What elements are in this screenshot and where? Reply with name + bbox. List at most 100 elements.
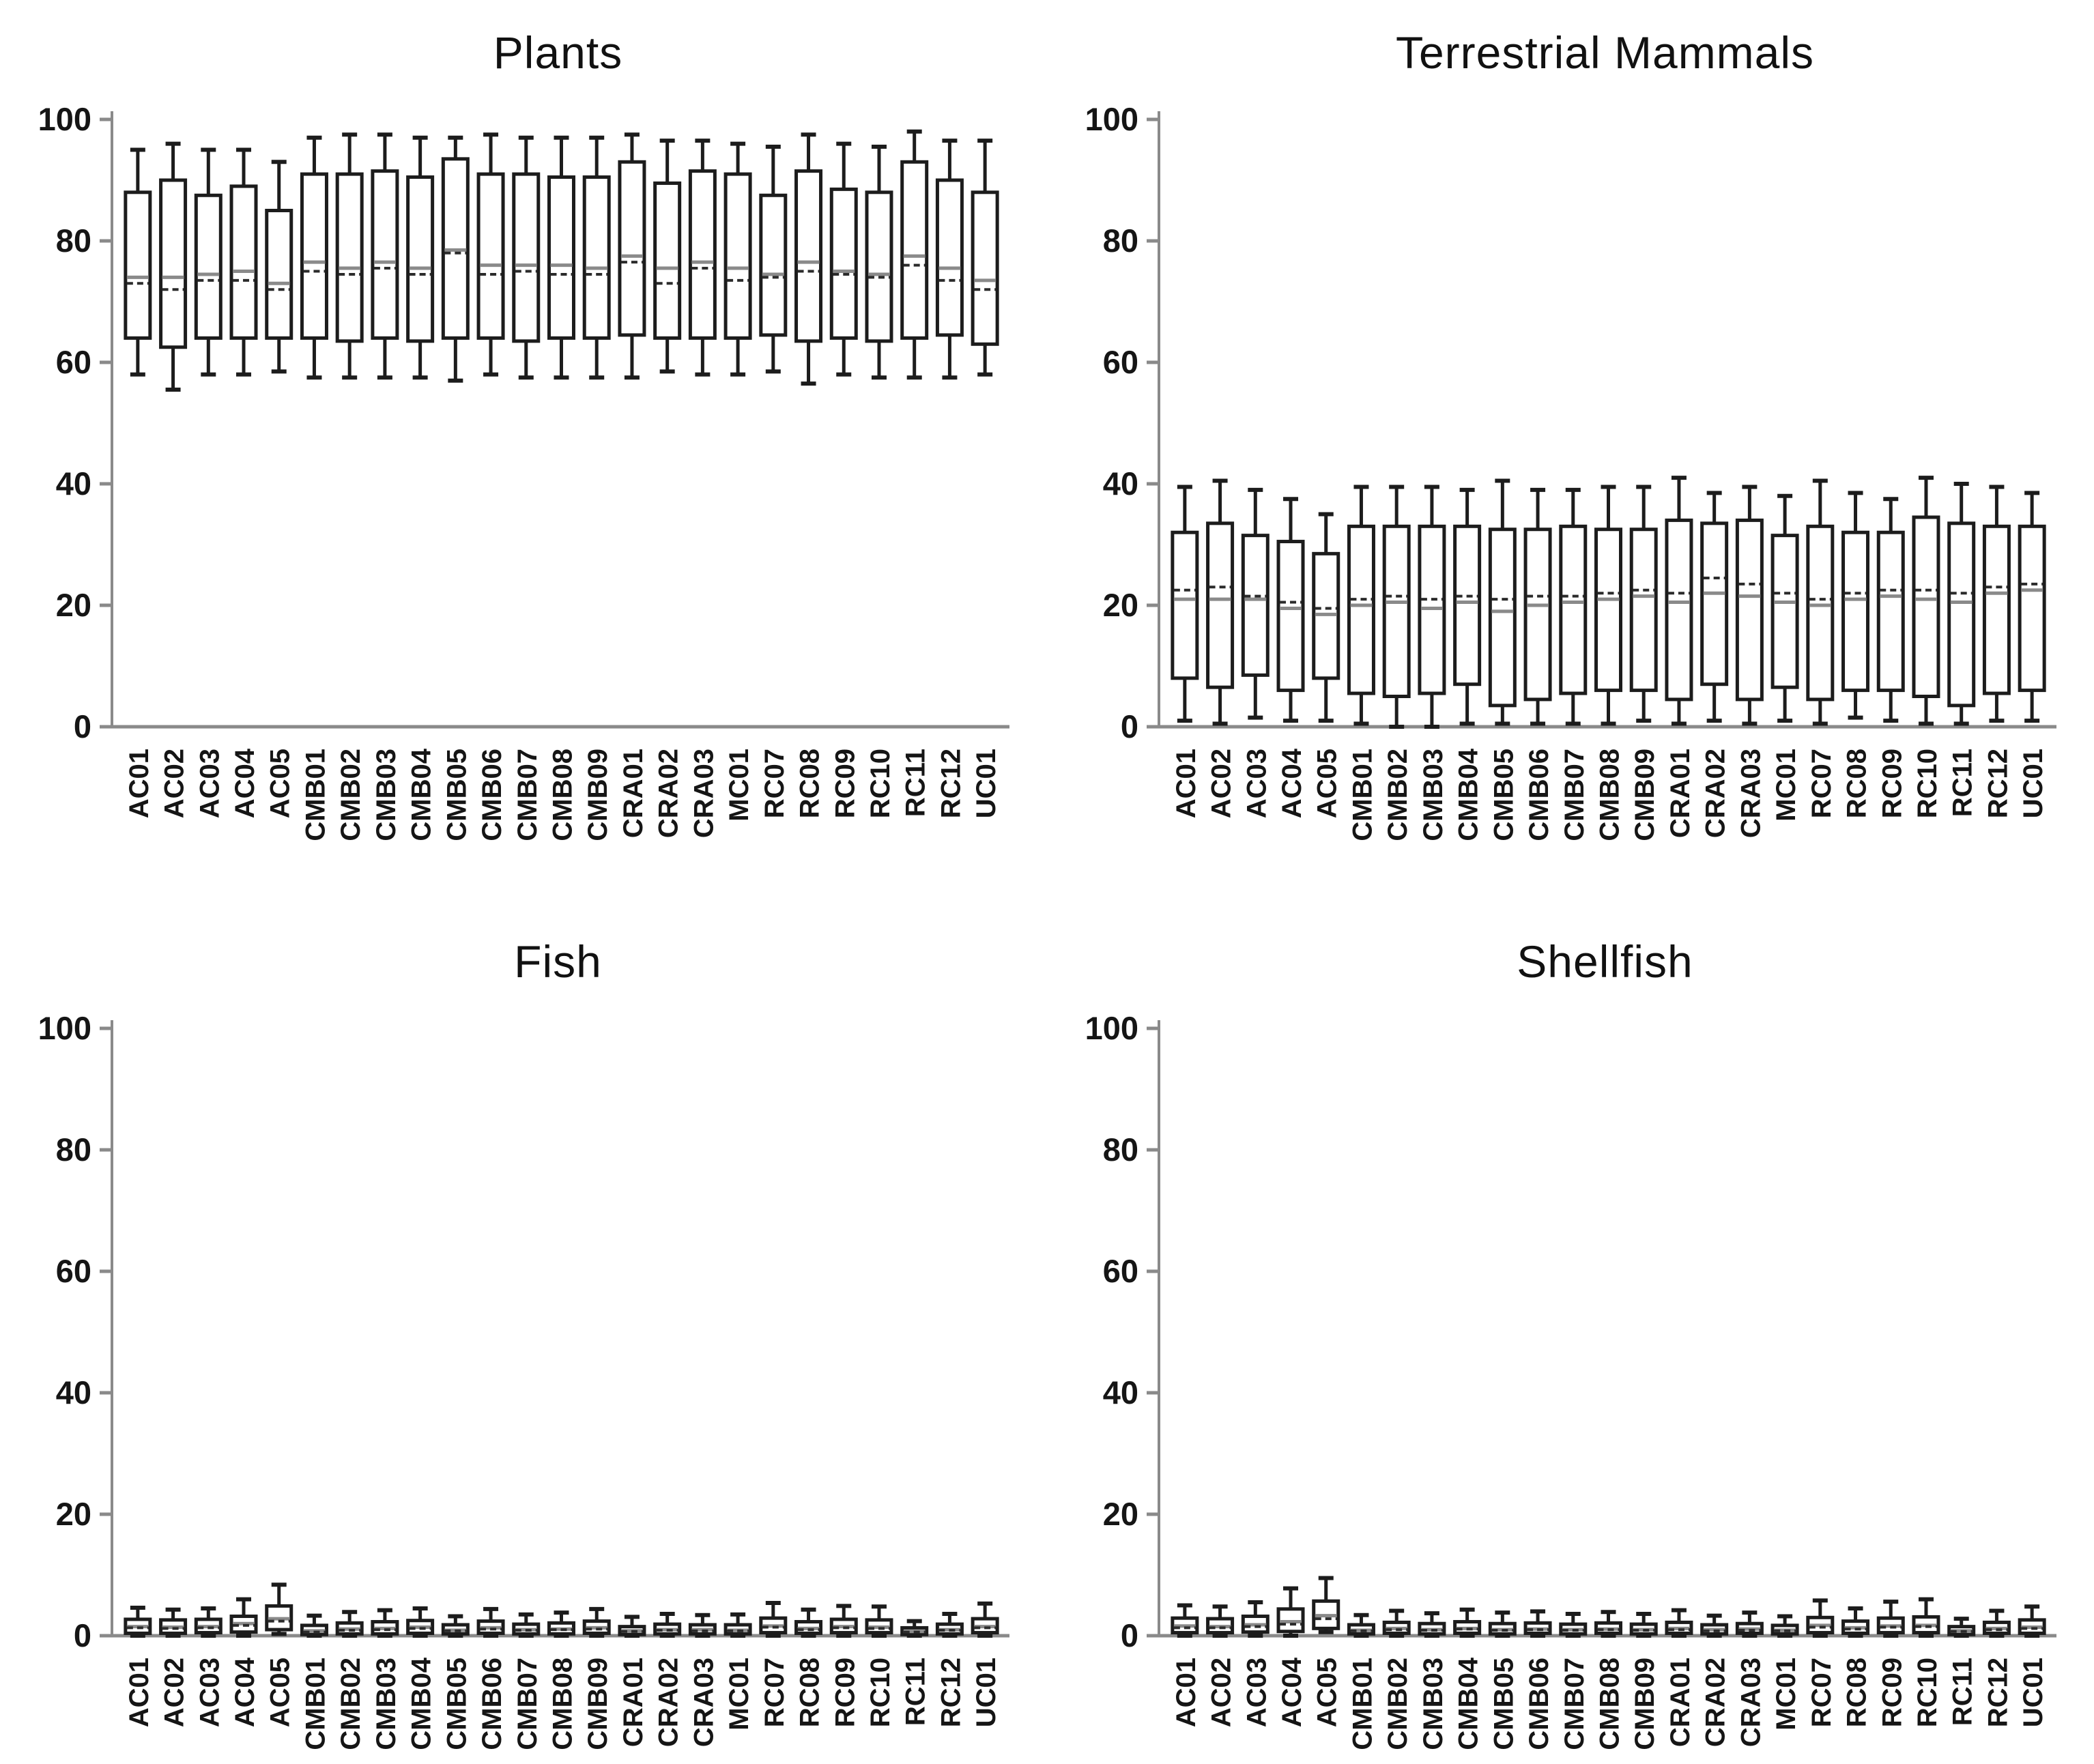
boxplot-UC01: UC01 <box>971 1601 1001 1727</box>
x-category-label: AC03 <box>195 749 225 818</box>
boxplot-RC08: RC08 <box>1841 1606 1872 1727</box>
x-category-label: CMB02 <box>336 749 366 841</box>
boxplot-RC09: RC09 <box>829 1604 860 1727</box>
iqr-box <box>1841 530 1870 693</box>
y-tick-label: 40 <box>56 465 91 502</box>
x-category-label: AC04 <box>230 1657 260 1727</box>
x-category-label: RC12 <box>1983 1658 2013 1727</box>
iqr-box <box>1735 518 1764 702</box>
x-category-label: AC02 <box>160 1658 190 1727</box>
boxplot-AC02: AC02 <box>1206 478 1237 818</box>
x-category-label: AC03 <box>195 1658 225 1727</box>
y-tick-label: 40 <box>1103 465 1138 502</box>
iqr-box <box>1912 515 1940 698</box>
x-category-label: AC04 <box>1277 748 1307 818</box>
iqr-box <box>1171 530 1199 680</box>
boxplot-CMB02: CMB02 <box>1382 1608 1413 1750</box>
x-category-label: CMB09 <box>1630 1658 1660 1750</box>
iqr-box <box>935 178 964 337</box>
boxplot-AC04: AC04 <box>1276 1586 1307 1727</box>
boxplot-CRA03: CRA03 <box>1735 1610 1766 1747</box>
x-category-label: CRA02 <box>1701 749 1731 838</box>
x-category-label: RC10 <box>865 1658 895 1727</box>
boxplot-RC07: RC07 <box>1806 478 1837 818</box>
x-category-label: AC05 <box>266 749 296 818</box>
boxplot-AC01: AC01 <box>124 147 154 818</box>
boxplot-RC11: RC11 <box>1947 1617 1978 1726</box>
boxplot-RC08: RC08 <box>794 1607 825 1727</box>
x-category-label: RC12 <box>936 1658 966 1727</box>
x-category-label: CMB08 <box>1595 1658 1625 1750</box>
boxplot-CMB05: CMB05 <box>1488 478 1519 841</box>
panel-fish: Fish 0 20 40 60 80 100 AC01 AC02 AC03 AC04 AC05 CMB… <box>0 882 1047 1764</box>
boxplot-CRA03: CRA03 <box>688 139 719 838</box>
boxplot-AC01: AC01 <box>1171 485 1201 818</box>
boxplot-CMB02: CMB02 <box>335 1610 366 1750</box>
chart-title-plants: Plants <box>493 27 623 78</box>
iqr-box <box>794 169 823 343</box>
y-tick-label: 80 <box>56 222 91 259</box>
y-tick-label: 80 <box>1103 222 1138 259</box>
boxplot-RC07: RC07 <box>759 1600 790 1727</box>
boxplot-CMB06: CMB06 <box>476 132 507 841</box>
iqr-box <box>723 172 752 340</box>
x-category-label: MC01 <box>724 749 754 822</box>
x-category-label: RC07 <box>760 1658 790 1727</box>
y-tick-label: 40 <box>56 1374 91 1411</box>
x-category-label: RC11 <box>1948 749 1978 817</box>
boxplot-RC11: RC11 <box>1947 482 1978 817</box>
iqr-box <box>1382 524 1411 698</box>
y-tick-label: 0 <box>74 708 91 744</box>
x-category-label: AC03 <box>1242 1658 1272 1727</box>
boxplot-AC03: AC03 <box>194 1606 225 1727</box>
boxplot-AC05: AC05 <box>1312 512 1343 818</box>
y-tick-label: 80 <box>1103 1131 1138 1168</box>
boxplot-CMB04: CMB04 <box>1453 1607 1484 1750</box>
y-tick-label: 0 <box>1121 708 1138 744</box>
boxplot-RC11: RC11 <box>900 129 931 817</box>
boxplot-CMB03: CMB03 <box>1418 485 1448 841</box>
y-tick-label: 20 <box>56 1496 91 1532</box>
x-category-label: RC08 <box>795 1658 825 1727</box>
iqr-box <box>653 181 682 340</box>
iqr-box <box>1347 524 1375 695</box>
iqr-box <box>371 169 399 340</box>
x-category-label: CMB01 <box>1347 1658 1377 1750</box>
boxplot-RC10: RC10 <box>1912 476 1942 818</box>
boxplot-CMB04: CMB04 <box>406 1606 437 1750</box>
iqr-box <box>159 178 188 349</box>
boxplot-AC01: AC01 <box>1171 1603 1201 1727</box>
x-category-label: CMB01 <box>300 1658 330 1750</box>
x-category-label: AC05 <box>266 1658 296 1727</box>
boxplot-AC04: AC04 <box>229 1597 260 1727</box>
x-category-label: CMB03 <box>1418 1658 1448 1750</box>
boxplot-CMB06: CMB06 <box>476 1606 507 1750</box>
x-category-label: RC08 <box>1842 1658 1872 1727</box>
x-category-label: AC02 <box>1207 749 1237 818</box>
boxplot-CMB09: CMB09 <box>1629 485 1660 841</box>
iqr-box <box>124 190 152 340</box>
iqr-box <box>512 172 541 343</box>
boxplot-RC12: RC12 <box>1982 485 2013 818</box>
chart-title-shellfish: Shellfish <box>1517 936 1693 987</box>
iqr-box <box>1665 518 1693 702</box>
x-category-label: CMB07 <box>1560 1658 1590 1750</box>
x-category-label: RC08 <box>1842 749 1872 818</box>
x-category-label: MC01 <box>1771 1658 1801 1731</box>
boxplot-CMB08: CMB08 <box>547 135 578 841</box>
y-tick-label: 20 <box>1103 1496 1138 1532</box>
iqr-box <box>1947 521 1976 708</box>
x-category-label: RC09 <box>830 749 860 818</box>
x-category-label: RC11 <box>901 1658 931 1726</box>
x-category-label: CMB06 <box>1524 1658 1554 1750</box>
y-tick-label: 60 <box>1103 1253 1138 1289</box>
boxplot-AC03: AC03 <box>1241 487 1272 818</box>
x-category-label: CMB06 <box>1524 749 1554 841</box>
iqr-box <box>1206 521 1235 689</box>
boxplot-CMB09: CMB09 <box>1629 1611 1660 1750</box>
boxplot-CMB07: CMB07 <box>1559 487 1590 841</box>
y-tick-label: 100 <box>38 101 91 137</box>
boxplot-CMB02: CMB02 <box>1382 485 1413 841</box>
x-category-label: RC10 <box>1912 749 1942 818</box>
